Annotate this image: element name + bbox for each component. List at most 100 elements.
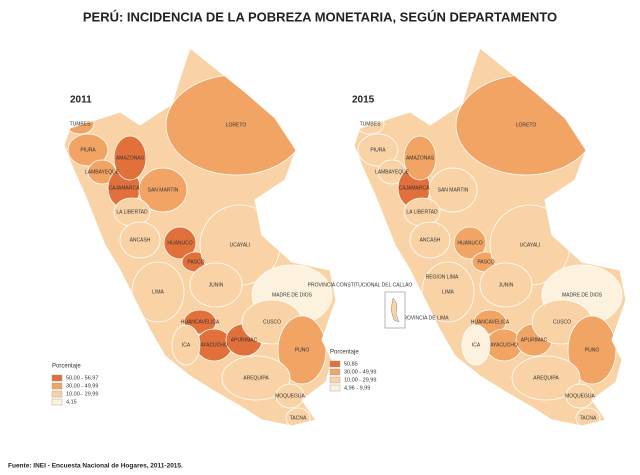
department-region <box>113 135 147 181</box>
department-region <box>277 315 327 385</box>
legend-swatch <box>51 398 63 406</box>
department-label: ANCASH <box>130 237 151 243</box>
legend-label: 4,15 <box>66 399 77 405</box>
department-label: ANCASH <box>420 237 441 243</box>
department-label: HUANCAVELICA <box>471 319 510 325</box>
department-label: MADRE DE DIOS <box>562 292 603 298</box>
department-label: MOQUEGUA <box>275 393 305 399</box>
source-note: Fuente: INEI - Encuesta Nacional de Hoga… <box>8 463 183 470</box>
department-region <box>479 262 533 308</box>
legend-swatch <box>51 390 63 398</box>
department-label: PIURA <box>80 147 96 153</box>
department-label: AYACUCHO <box>200 342 228 348</box>
legend-swatch <box>329 376 341 384</box>
legend-label: 10,00 - 29,99 <box>344 377 376 383</box>
department-label: JUNIN <box>209 282 224 288</box>
department-label: LIMA <box>442 289 454 295</box>
department-region <box>138 167 188 213</box>
legend-title: Porcentaje <box>330 350 359 356</box>
department-label: MOQUEGUA <box>565 393 595 399</box>
department-region <box>221 355 291 401</box>
department-label: CAJAMARCA <box>109 185 141 191</box>
department-label: PUNO <box>585 347 600 353</box>
department-label: ICA <box>182 342 191 348</box>
department-label: JUNIN <box>499 282 514 288</box>
callout-shape <box>390 297 400 323</box>
department-label: APURIMAC <box>231 337 258 343</box>
country-outline <box>63 47 337 427</box>
department-region <box>403 135 437 181</box>
department-label: LA LIBERTAD <box>406 209 438 215</box>
department-label: LA LIBERTAD <box>116 209 148 215</box>
department-label: PROVINCIA CONSTITUCIONAL DEL CALLAO <box>308 282 413 288</box>
department-label: PROVINCIA DE LIMA <box>400 315 449 321</box>
department-region <box>511 355 581 401</box>
department-label: UCAYALI <box>520 242 541 248</box>
legend-swatch <box>329 360 341 368</box>
department-label: SAN MARTIN <box>148 187 179 193</box>
legend-label: 30,00 - 49,99 <box>66 383 98 389</box>
department-label: LORETO <box>226 122 247 128</box>
legend-label: 50,85 <box>344 361 358 367</box>
department-region <box>565 383 595 409</box>
department-label: TUMBES <box>360 121 382 127</box>
department-label: PASCO <box>187 259 204 265</box>
year-label: 2015 <box>352 95 375 106</box>
department-label: HUANUCO <box>457 240 482 246</box>
department-label: AREQUIPA <box>243 375 269 381</box>
legend-swatch <box>51 374 63 382</box>
legend-label: 4,96 - 9,99 <box>344 385 370 391</box>
department-label: LAMBAYEQUE <box>375 169 410 175</box>
department-region <box>409 221 451 259</box>
department-label: TUMBES <box>70 121 92 127</box>
department-region <box>461 324 491 366</box>
department-label: UCAYALI <box>230 242 251 248</box>
department-region <box>119 221 161 259</box>
department-label: CUSCO <box>263 319 281 325</box>
department-region <box>171 324 201 366</box>
legend-label: 50,00 - 56,97 <box>66 375 98 381</box>
country-outline <box>353 47 627 427</box>
page-title: PERÚ: INCIDENCIA DE LA POBREZA MONETARIA… <box>83 9 557 24</box>
map-1 <box>354 48 626 426</box>
department-region <box>421 261 475 323</box>
department-region <box>453 226 487 260</box>
department-label: APURIMAC <box>521 337 548 343</box>
department-label: AMAZONAS <box>116 155 145 161</box>
year-label: 2011 <box>70 95 92 106</box>
department-label: LAMBAYEQUE <box>85 169 120 175</box>
department-label: HUANUCO <box>167 240 192 246</box>
department-label: PASCO <box>477 259 494 265</box>
department-label: LORETO <box>516 122 537 128</box>
legend-swatch <box>329 368 341 376</box>
department-label: ICA <box>472 342 481 348</box>
department-label: MADRE DE DIOS <box>272 292 313 298</box>
department-label: TACNA <box>580 415 597 421</box>
department-label: LIMA <box>152 289 164 295</box>
department-region <box>163 226 197 260</box>
legend-label: 10,00 - 29,99 <box>66 391 98 397</box>
department-region <box>567 315 617 385</box>
department-label: HUANCAVELICA <box>181 319 220 325</box>
department-label: PIURA <box>370 147 386 153</box>
department-region <box>428 167 478 213</box>
department-label: SAN MARTIN <box>438 187 469 193</box>
department-label: AYACUCHO <box>490 342 518 348</box>
legend-label: 30,00 - 49,99 <box>344 369 376 375</box>
department-region <box>67 133 109 167</box>
department-label: CAJAMARCA <box>399 185 431 191</box>
legend-swatch <box>329 384 341 392</box>
department-region <box>357 133 399 167</box>
department-region <box>189 262 243 308</box>
department-label: CUSCO <box>553 319 571 325</box>
department-label: AREQUIPA <box>533 375 559 381</box>
department-label: AMAZONAS <box>406 155 435 161</box>
department-label: TACNA <box>290 415 307 421</box>
legend-title: Porcentaje <box>52 364 81 370</box>
department-label: PUNO <box>295 347 310 353</box>
department-region <box>275 383 305 409</box>
department-region <box>131 261 185 323</box>
legend-swatch <box>51 382 63 390</box>
department-label: REGION LIMA <box>426 274 459 280</box>
